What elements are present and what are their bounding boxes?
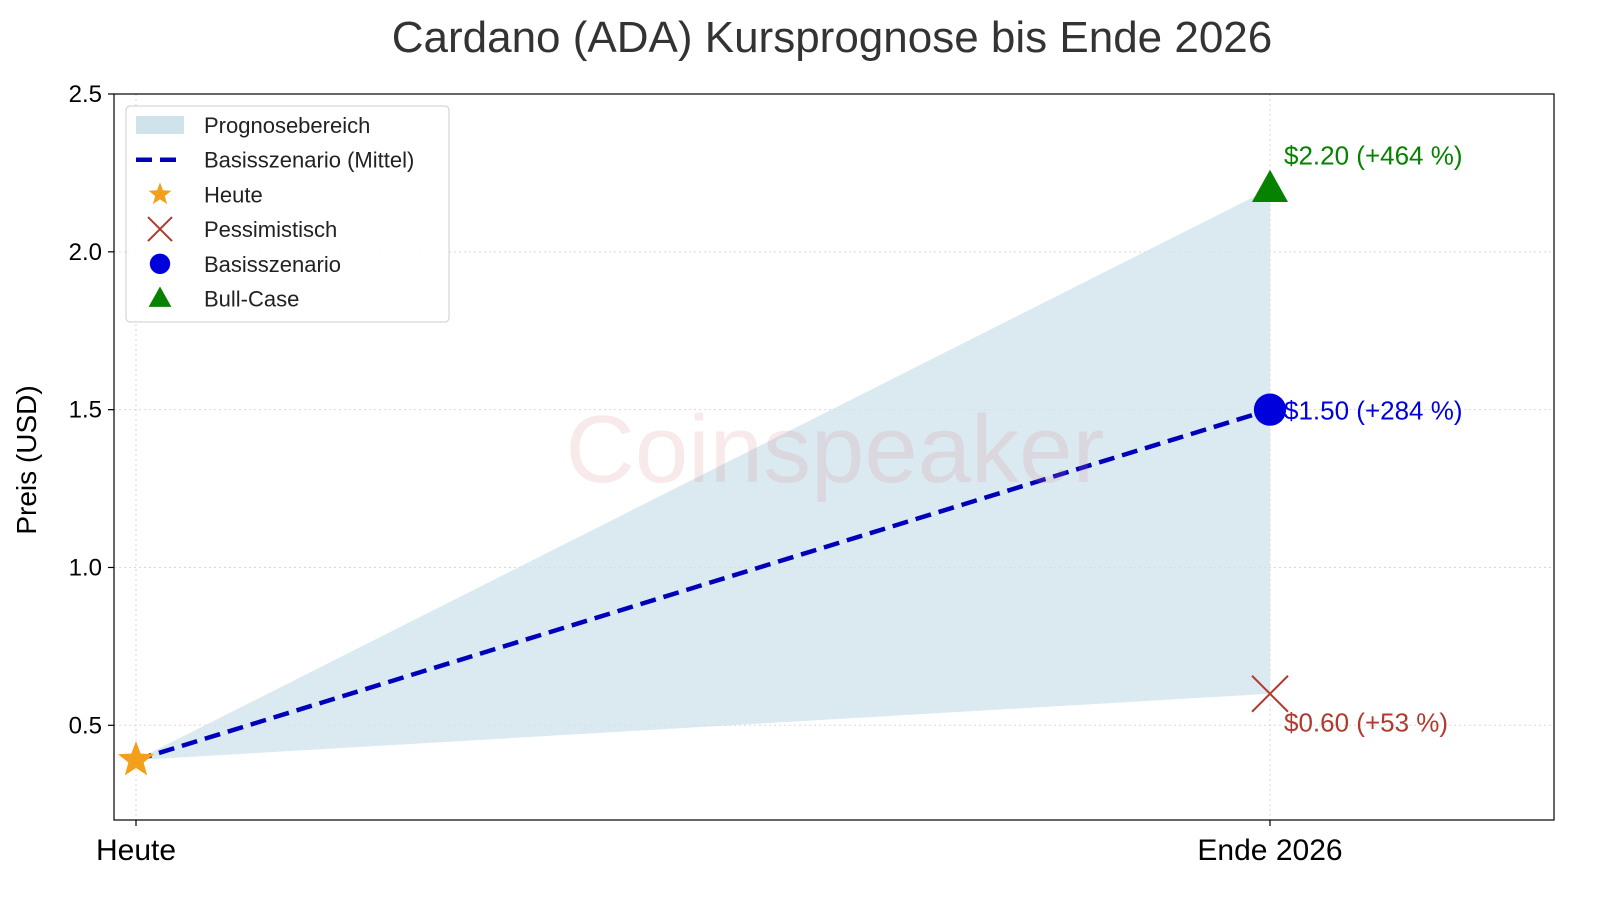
legend-label: Basisszenario	[204, 252, 341, 277]
legend-item: Prognosebereich	[136, 113, 370, 138]
legend-label: Bull-Case	[204, 287, 299, 312]
plot-frame	[113, 93, 1555, 821]
y-tick-label: 2.5	[69, 81, 102, 108]
legend: Prognosebereich Basisszenario (Mittel) Heu…	[125, 105, 450, 323]
base-label: $1.50 (+284 %)	[1284, 396, 1463, 426]
bull-triangle-marker	[1251, 169, 1289, 202]
legend-circle-icon	[149, 253, 171, 274]
base-circle-marker	[1253, 393, 1287, 426]
today-star-marker	[117, 741, 155, 776]
y-axis-label: Preis (USD)	[11, 385, 42, 534]
watermark-text: Coinspeaker	[566, 396, 1105, 503]
legend-band-swatch	[136, 116, 184, 134]
bull-label: $2.20 (+464 %)	[1284, 141, 1463, 171]
legend-item: Bull-Case	[148, 286, 299, 312]
legend-x-icon	[147, 216, 173, 242]
legend-label: Prognosebereich	[204, 113, 370, 138]
y-tick-label: 1.5	[69, 397, 102, 424]
legend-triangle-icon	[148, 286, 172, 307]
legend-item: Basisszenario	[149, 252, 341, 277]
y-tick-label: 1.0	[69, 554, 102, 581]
legend-item: Basisszenario (Mittel)	[136, 148, 414, 173]
legend-label: Pessimistisch	[204, 217, 337, 242]
legend-label: Heute	[204, 182, 263, 207]
legend-label: Basisszenario (Mittel)	[204, 148, 414, 173]
legend-star-icon	[148, 182, 172, 205]
x-tick-label: Heute	[96, 834, 176, 867]
y-tick-label: 2.0	[69, 239, 102, 266]
base-scenario-line	[135, 407, 1271, 763]
legend-box	[125, 105, 450, 323]
x-tick-label: Ende 2026	[1197, 834, 1342, 867]
pessimistic-x-marker	[1251, 675, 1289, 713]
legend-item: Heute	[148, 182, 263, 207]
legend-item: Pessimistisch	[147, 216, 337, 242]
y-tick-label: 0.5	[69, 712, 102, 739]
pessimistic-label: $0.60 (+53 %)	[1284, 708, 1448, 738]
forecast-band	[136, 188, 1270, 761]
chart-title: Cardano (ADA) Kursprognose bis Ende 2026	[392, 13, 1273, 62]
